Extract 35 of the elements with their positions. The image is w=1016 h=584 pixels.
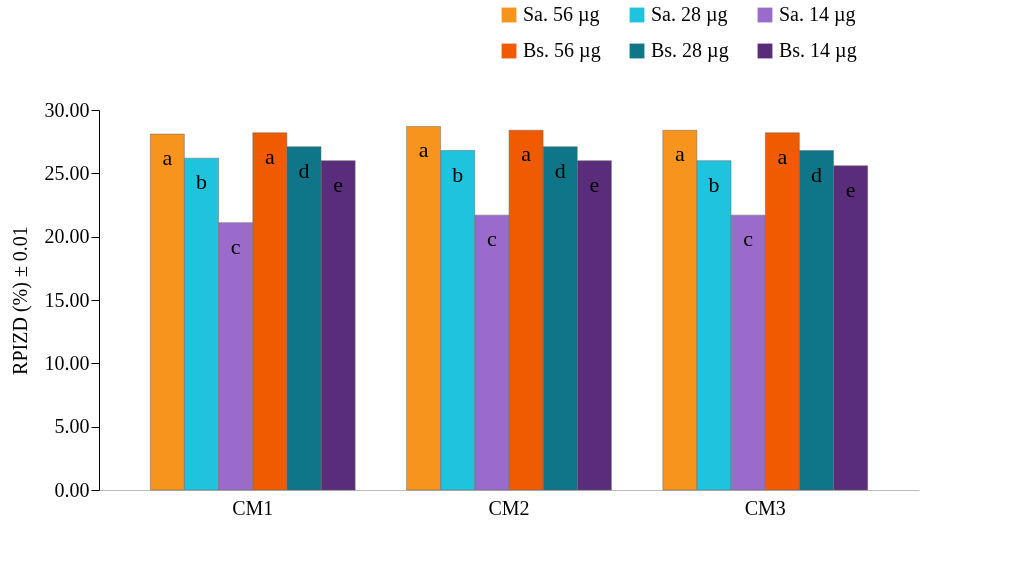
y-axis-title: RPIZD (%) ± 0.01 xyxy=(8,226,32,375)
x-tick-label: CM2 xyxy=(488,496,530,519)
data-label: b xyxy=(452,161,464,187)
data-label: a xyxy=(418,137,429,163)
data-label: e xyxy=(589,171,600,197)
y-tick-label: 15.00 xyxy=(44,288,90,311)
data-label: d xyxy=(554,157,566,183)
legend-label: Bs. 14 µg xyxy=(779,39,857,62)
y-tick-label: 25.00 xyxy=(44,161,90,184)
y-tick-label: 0.00 xyxy=(54,478,90,501)
data-label: c xyxy=(743,226,754,252)
legend-label: Sa. 56 µg xyxy=(523,3,600,26)
data-label: d xyxy=(811,161,822,187)
legend-label: Sa. 14 µg xyxy=(779,3,856,26)
legend-label: Bs. 56 µg xyxy=(523,39,601,62)
data-label: c xyxy=(487,226,498,252)
data-label: b xyxy=(708,171,720,197)
data-label: a xyxy=(777,143,788,169)
data-label: e xyxy=(333,171,344,197)
y-tick-label: 20.00 xyxy=(44,225,90,248)
data-label: a xyxy=(521,141,532,167)
data-label: e xyxy=(845,176,856,202)
data-label: a xyxy=(264,143,275,169)
data-label: a xyxy=(674,141,685,167)
data-label: c xyxy=(230,233,241,259)
legend-label: Sa. 28 µg xyxy=(651,3,728,26)
y-tick-label: 10.00 xyxy=(44,351,90,374)
data-label: a xyxy=(162,145,173,171)
legend-label: Bs. 28 µg xyxy=(651,39,729,62)
data-label: d xyxy=(298,157,310,183)
x-tick-label: CM3 xyxy=(744,496,786,519)
data-label: b xyxy=(196,169,207,195)
x-tick-label: CM1 xyxy=(232,496,274,519)
y-tick-label: 30.00 xyxy=(44,98,90,121)
y-tick-label: 5.00 xyxy=(54,415,90,438)
